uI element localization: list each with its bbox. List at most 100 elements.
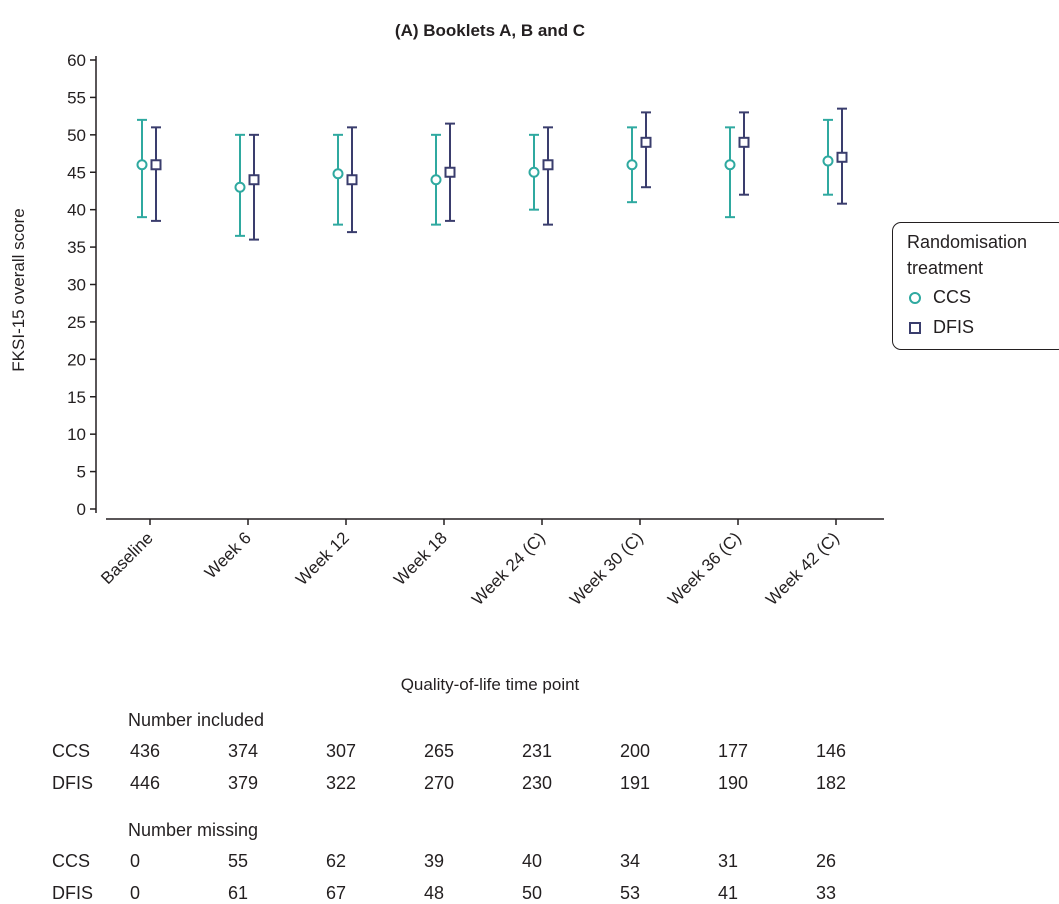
errorbar-ccs [136, 118, 148, 219]
missing-cell: 33 [816, 883, 837, 903]
point-ccs [332, 168, 344, 180]
errorbar-ccs [626, 126, 638, 204]
x-tick-label: Week 36 (C) [664, 528, 745, 609]
errorbar-ccs [822, 118, 834, 196]
included-cell: 446 [130, 773, 161, 793]
y-tick-label: 0 [77, 500, 86, 519]
legend-label-ccs: CCS [933, 287, 972, 307]
x-tick-label: Baseline [97, 528, 157, 588]
errorbar-dfis [444, 122, 456, 222]
y-axis-label: FKSI-15 overall score [9, 208, 28, 371]
y-tick-label: 10 [67, 425, 86, 444]
point-dfis [248, 174, 260, 186]
y-tick-label: 40 [67, 201, 86, 220]
legend: Randomisation treatment CCS DFIS [892, 222, 1059, 350]
included-cell: 230 [522, 773, 553, 793]
point-dfis [346, 174, 358, 186]
point-ccs [136, 159, 148, 171]
legend-label-dfis: DFIS [933, 317, 975, 337]
x-tick-label: Week 42 (C) [762, 528, 843, 609]
included-header: Number included [128, 710, 265, 730]
missing-cell: 0 [130, 851, 141, 871]
legend-title-line1: Randomisation [907, 232, 1028, 252]
included-cell: 191 [620, 773, 651, 793]
legend-title: Randomisation treatment [907, 229, 1059, 281]
missing-cell: 48 [424, 883, 445, 903]
missing-cell: 62 [326, 851, 347, 871]
missing-cell: 61 [228, 883, 249, 903]
missing-cell: 67 [326, 883, 347, 903]
point-dfis [444, 166, 456, 178]
missing-row-label: CCS [52, 851, 91, 871]
y-tick-label: 35 [67, 238, 86, 257]
included-cell: 379 [228, 773, 259, 793]
included-cell: 200 [620, 741, 651, 761]
errorbar-ccs [724, 126, 736, 219]
errorbar-dfis [640, 111, 652, 189]
included-cell: 265 [424, 741, 455, 761]
missing-cell: 40 [522, 851, 543, 871]
point-dfis [542, 159, 554, 171]
y-tick-label: 30 [67, 276, 86, 295]
legend-item-ccs: CCS [907, 287, 971, 308]
errorbar-dfis [542, 126, 554, 226]
missing-cell: 31 [718, 851, 739, 871]
y-tick-label: 5 [77, 463, 86, 482]
point-dfis [836, 151, 848, 163]
x-tick-label: Week 6 [201, 528, 255, 582]
x-tick-label: Week 30 (C) [566, 528, 647, 609]
missing-cell: 0 [130, 883, 141, 903]
included-row-label: DFIS [52, 773, 94, 793]
included-cell: 177 [718, 741, 749, 761]
errorbar-ccs [528, 133, 540, 211]
missing-cell: 55 [228, 851, 249, 871]
point-dfis [640, 136, 652, 148]
included-cell: 270 [424, 773, 455, 793]
axes: 0 5 10 15 20 25 30 35 40 45 50 55 60 Baseline Week 6 We… [67, 51, 884, 609]
point-ccs [626, 159, 638, 171]
x-tick-label: Week 12 [292, 528, 353, 589]
included-cell: 374 [228, 741, 259, 761]
point-ccs [430, 174, 442, 186]
included-cell: 190 [718, 773, 749, 793]
included-row-label: CCS [52, 741, 91, 761]
missing-cell: 39 [424, 851, 445, 871]
y-tick-label: 60 [67, 51, 86, 70]
x-tick-label: Week 24 (C) [468, 528, 549, 609]
legend-title-line2: treatment [907, 258, 984, 278]
missing-cell: 53 [620, 883, 641, 903]
square-marker-icon [909, 321, 921, 334]
x-axis-label: Quality-of-life time point [401, 675, 580, 694]
missing-cell: 34 [620, 851, 641, 871]
point-dfis [738, 136, 750, 148]
missing-cell: 50 [522, 883, 543, 903]
missing-cell: 41 [718, 883, 739, 903]
included-cell: 307 [326, 741, 357, 761]
missing-row-label: DFIS [52, 883, 94, 903]
errorbar-dfis [346, 126, 358, 234]
y-tick-label: 25 [67, 313, 86, 332]
chart-title: (A) Booklets A, B and C [395, 21, 585, 40]
y-tick-label: 50 [67, 126, 86, 145]
errorbar-ccs [430, 133, 442, 226]
included-cell: 231 [522, 741, 553, 761]
missing-header: Number missing [128, 820, 259, 840]
included-cell: 146 [816, 741, 847, 761]
x-tick-label: Week 18 [390, 528, 451, 589]
point-ccs [822, 155, 834, 167]
included-cell: 436 [130, 741, 161, 761]
errorbar-ccs [332, 133, 344, 226]
y-tick-label: 15 [67, 388, 86, 407]
included-cell: 322 [326, 773, 357, 793]
point-ccs [234, 181, 246, 193]
y-tick-label: 55 [67, 88, 86, 107]
y-tick-label: 45 [67, 163, 86, 182]
legend-item-dfis: DFIS [907, 317, 974, 338]
circle-marker-icon [909, 291, 921, 304]
missing-cell: 26 [816, 851, 837, 871]
point-dfis [150, 159, 162, 171]
errorbar-dfis [738, 111, 750, 196]
point-ccs [724, 159, 736, 171]
y-tick-label: 20 [67, 350, 86, 369]
